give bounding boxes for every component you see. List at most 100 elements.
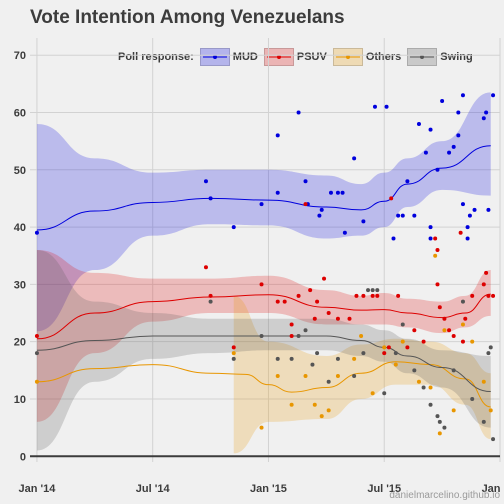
- data-point: [34, 230, 39, 235]
- points-psuv: [34, 196, 496, 356]
- data-point: [405, 179, 410, 184]
- data-point: [335, 356, 340, 361]
- data-point: [488, 408, 493, 413]
- data-point: [310, 362, 315, 367]
- data-point: [451, 144, 456, 149]
- data-point: [400, 213, 405, 218]
- data-point: [366, 288, 371, 293]
- data-point: [421, 385, 426, 390]
- data-point: [296, 333, 301, 338]
- legend-label: Swing: [440, 51, 473, 63]
- x-tick-label: Jan '15: [250, 483, 287, 495]
- data-point: [275, 133, 280, 138]
- data-point: [421, 339, 426, 344]
- data-point: [328, 190, 333, 195]
- data-point: [491, 293, 496, 298]
- data-point: [428, 402, 433, 407]
- data-point: [412, 328, 417, 333]
- x-tick-label: Jul '15: [367, 483, 401, 495]
- data-point: [370, 391, 375, 396]
- data-point: [451, 408, 456, 413]
- points-mud: [34, 93, 496, 241]
- data-point: [456, 133, 461, 138]
- data-point: [361, 293, 366, 298]
- data-point: [326, 408, 331, 413]
- data-point: [416, 121, 421, 126]
- data-point: [428, 385, 433, 390]
- legend-key-psuv: [263, 48, 294, 66]
- y-tick-label: 20: [14, 337, 26, 349]
- data-point: [34, 351, 39, 356]
- data-point: [437, 419, 442, 424]
- y-tick-label: 0: [20, 451, 26, 463]
- data-point: [231, 351, 236, 356]
- x-tick-label: Jan '14: [19, 483, 57, 495]
- data-point: [460, 299, 465, 304]
- data-point: [460, 339, 465, 344]
- data-point: [308, 288, 313, 293]
- data-point: [282, 299, 287, 304]
- data-point: [289, 356, 294, 361]
- data-point: [460, 202, 465, 207]
- data-point: [470, 339, 475, 344]
- data-point: [231, 225, 236, 230]
- data-point: [437, 431, 442, 436]
- legend-key-swing: [407, 48, 438, 66]
- legend-key-glyph: [335, 55, 360, 59]
- data-point: [416, 379, 421, 384]
- data-point: [486, 293, 491, 298]
- legend: Poll response: MUD PSUV Others Swing: [118, 47, 473, 67]
- data-point: [259, 333, 264, 338]
- data-point: [486, 207, 491, 212]
- data-point: [437, 305, 442, 310]
- data-point: [375, 288, 380, 293]
- data-point: [315, 299, 320, 304]
- x-tick-label: Jul '14: [136, 483, 171, 495]
- data-point: [303, 179, 308, 184]
- data-point: [354, 293, 359, 298]
- legend-item-mud: MUD: [199, 48, 258, 66]
- data-point: [451, 333, 456, 338]
- data-point: [435, 282, 440, 287]
- data-point: [428, 127, 433, 132]
- data-point: [396, 293, 401, 298]
- data-point: [460, 322, 465, 327]
- data-point: [361, 351, 366, 356]
- data-point: [393, 362, 398, 367]
- trend-line-swing: [36, 335, 491, 393]
- data-point: [451, 368, 456, 373]
- data-point: [481, 379, 486, 384]
- data-point: [340, 190, 345, 195]
- data-point: [208, 299, 213, 304]
- data-point: [405, 345, 410, 350]
- confidence-band-others: [233, 295, 491, 454]
- data-point: [319, 414, 324, 419]
- data-point: [34, 333, 39, 338]
- chart-title: Vote Intention Among Venezuelans: [30, 7, 345, 28]
- data-point: [319, 207, 324, 212]
- data-point: [384, 104, 389, 109]
- trend-line-mud: [36, 145, 491, 231]
- data-point: [400, 322, 405, 327]
- data-point: [472, 207, 477, 212]
- data-point: [312, 402, 317, 407]
- data-point: [447, 328, 452, 333]
- data-point: [382, 391, 387, 396]
- data-point: [481, 282, 486, 287]
- data-point: [342, 230, 347, 235]
- data-point: [34, 379, 39, 384]
- data-point: [484, 110, 489, 115]
- data-point: [484, 270, 489, 275]
- data-point: [322, 276, 327, 281]
- data-point: [275, 374, 280, 379]
- data-point: [335, 190, 340, 195]
- data-point: [289, 322, 294, 327]
- y-tick-label: 70: [14, 50, 26, 62]
- data-point: [289, 333, 294, 338]
- data-point: [463, 316, 468, 321]
- data-point: [335, 316, 340, 321]
- x-tick-label: Jan '16: [482, 483, 504, 495]
- legend-key-glyph: [410, 55, 435, 59]
- data-point: [208, 293, 213, 298]
- legend-key-glyph: [266, 55, 291, 59]
